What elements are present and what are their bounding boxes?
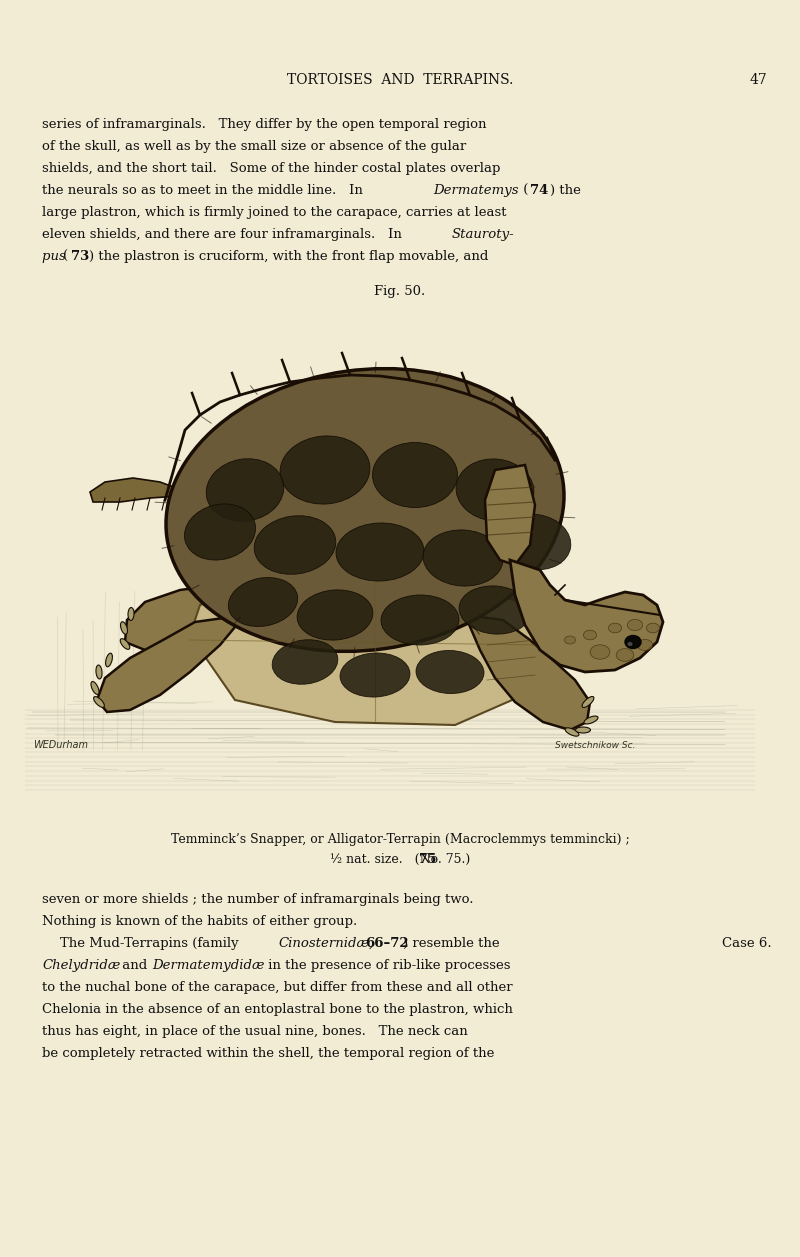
Ellipse shape — [616, 649, 634, 661]
Text: 75: 75 — [419, 854, 437, 866]
Ellipse shape — [106, 654, 113, 666]
Ellipse shape — [91, 681, 99, 694]
Text: and: and — [118, 959, 151, 972]
Text: 73: 73 — [71, 250, 90, 263]
Text: Case 6.: Case 6. — [722, 936, 772, 950]
Text: Dermatemys: Dermatemys — [433, 184, 518, 197]
Ellipse shape — [96, 665, 102, 679]
Polygon shape — [125, 585, 237, 652]
Polygon shape — [465, 615, 590, 730]
Ellipse shape — [625, 636, 641, 649]
Text: (: ( — [519, 184, 528, 197]
Ellipse shape — [577, 652, 590, 659]
Ellipse shape — [297, 590, 373, 640]
Text: Chelonia in the absence of an entoplastral bone to the plastron, which: Chelonia in the absence of an entoplastr… — [42, 1003, 513, 1016]
Ellipse shape — [575, 612, 585, 623]
Polygon shape — [510, 561, 663, 672]
Text: large plastron, which is firmly joined to the carapace, carries at least: large plastron, which is firmly joined t… — [42, 206, 506, 219]
Ellipse shape — [336, 523, 424, 581]
Text: be completely retracted within the shell, the temporal region of the: be completely retracted within the shell… — [42, 1047, 494, 1060]
Ellipse shape — [280, 436, 370, 504]
Ellipse shape — [590, 645, 610, 659]
Text: Dermatemydidæ: Dermatemydidæ — [152, 959, 265, 972]
Ellipse shape — [340, 652, 410, 698]
Text: Temminck’s Snapper, or Alligator-Terrapin (Macroclemmys temmincki) ;: Temminck’s Snapper, or Alligator-Terrapi… — [170, 833, 630, 846]
Text: Stauroty-: Stauroty- — [452, 228, 514, 241]
Polygon shape — [480, 590, 587, 662]
Text: to the nuchal bone of the carapace, but differ from these and all other: to the nuchal bone of the carapace, but … — [42, 980, 513, 994]
Text: seven or more shields ; the number of inframarginals being two.: seven or more shields ; the number of in… — [42, 892, 474, 906]
Ellipse shape — [416, 650, 484, 694]
Text: of the skull, as well as by the small size or absence of the gular: of the skull, as well as by the small si… — [42, 140, 466, 153]
Text: shields, and the short tail.   Some of the hinder costal plates overlap: shields, and the short tail. Some of the… — [42, 162, 500, 175]
Ellipse shape — [565, 728, 579, 737]
Ellipse shape — [582, 696, 594, 708]
Ellipse shape — [120, 639, 130, 650]
Text: ½ nat. size.   (No. 75.): ½ nat. size. (No. 75.) — [330, 854, 470, 866]
Text: WEDurham: WEDurham — [33, 740, 88, 750]
Ellipse shape — [608, 623, 622, 632]
Text: series of inframarginals.   They differ by the open temporal region: series of inframarginals. They differ by… — [42, 118, 486, 131]
Ellipse shape — [459, 586, 531, 634]
Polygon shape — [97, 615, 245, 711]
Text: Chelydridæ: Chelydridæ — [42, 959, 120, 972]
Text: 74: 74 — [530, 184, 548, 197]
Ellipse shape — [575, 727, 590, 733]
Ellipse shape — [272, 640, 338, 684]
Ellipse shape — [583, 630, 597, 640]
Ellipse shape — [627, 620, 642, 631]
Ellipse shape — [166, 368, 564, 651]
Polygon shape — [485, 465, 535, 564]
Text: in the presence of rib-like processes: in the presence of rib-like processes — [264, 959, 510, 972]
Ellipse shape — [228, 577, 298, 626]
Text: ) the: ) the — [550, 184, 581, 197]
Text: Cinosternidæ,: Cinosternidæ, — [278, 936, 374, 950]
Text: The Mud-Terrapins (family: The Mud-Terrapins (family — [60, 936, 243, 950]
Ellipse shape — [121, 622, 127, 635]
Text: thus has eight, in place of the usual nine, bones.   The neck can: thus has eight, in place of the usual ni… — [42, 1024, 468, 1038]
Ellipse shape — [456, 459, 534, 522]
Ellipse shape — [423, 530, 503, 586]
Text: eleven shields, and there are four inframarginals.   In: eleven shields, and there are four infra… — [42, 228, 406, 241]
Text: Nothing is known of the habits of either group.: Nothing is known of the habits of either… — [42, 915, 358, 928]
Text: ) resemble the: ) resemble the — [403, 936, 500, 950]
Ellipse shape — [638, 640, 653, 651]
Ellipse shape — [373, 442, 458, 508]
Ellipse shape — [499, 514, 571, 569]
Ellipse shape — [94, 696, 104, 708]
Ellipse shape — [128, 607, 134, 621]
Text: 66–72: 66–72 — [365, 936, 409, 950]
Ellipse shape — [254, 515, 336, 574]
Ellipse shape — [381, 595, 459, 645]
Text: Swetschnikow Sc.: Swetschnikow Sc. — [555, 740, 635, 750]
Ellipse shape — [584, 716, 598, 724]
Ellipse shape — [646, 623, 659, 632]
Text: TORTOISES  AND  TERRAPINS.: TORTOISES AND TERRAPINS. — [287, 73, 513, 87]
Polygon shape — [90, 478, 187, 502]
Ellipse shape — [565, 636, 575, 644]
Ellipse shape — [185, 504, 255, 561]
Text: pus: pus — [42, 250, 70, 263]
Text: (: ( — [63, 250, 68, 263]
Ellipse shape — [206, 459, 284, 522]
Polygon shape — [190, 579, 545, 725]
Ellipse shape — [627, 642, 633, 646]
Text: Fig. 50.: Fig. 50. — [374, 285, 426, 298]
Text: ) the plastron is cruciform, with the front flap movable, and: ) the plastron is cruciform, with the fr… — [89, 250, 488, 263]
Text: 47: 47 — [749, 73, 767, 87]
Ellipse shape — [582, 634, 594, 642]
Text: the neurals so as to meet in the middle line.   In: the neurals so as to meet in the middle … — [42, 184, 367, 197]
